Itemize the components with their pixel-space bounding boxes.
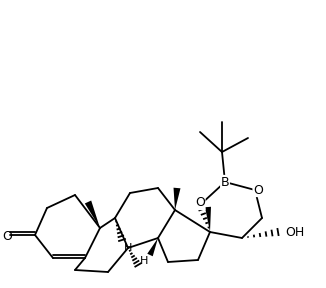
Polygon shape	[173, 188, 181, 210]
Text: H: H	[140, 256, 148, 266]
Text: B: B	[221, 175, 229, 189]
Polygon shape	[85, 200, 100, 228]
Text: OH: OH	[285, 226, 304, 238]
Polygon shape	[205, 207, 211, 232]
Text: O: O	[2, 230, 12, 243]
Text: H: H	[124, 243, 132, 253]
Text: O: O	[195, 196, 205, 209]
Polygon shape	[147, 238, 158, 256]
Text: O: O	[253, 183, 263, 196]
